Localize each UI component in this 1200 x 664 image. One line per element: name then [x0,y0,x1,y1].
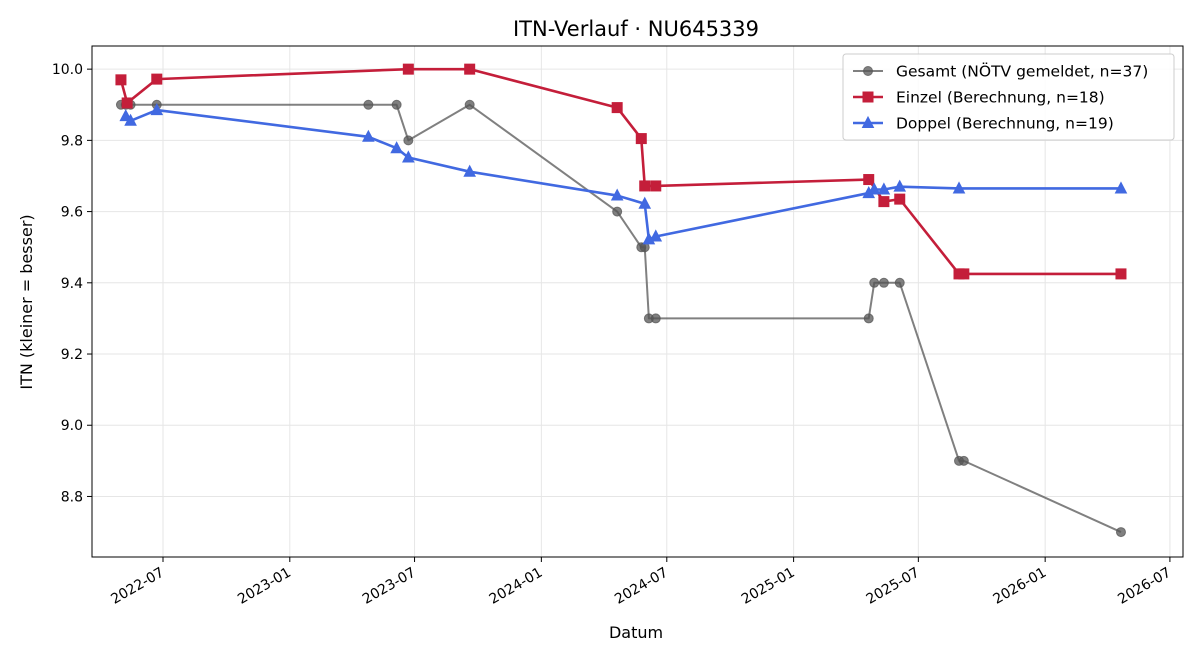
data-point [363,99,374,110]
data-point [611,102,623,114]
series-triangle [119,103,1128,245]
data-point [877,182,891,195]
data-point [124,113,137,126]
data-point [402,63,414,75]
x-tick-label: 2023-01 [235,565,294,608]
data-point [878,196,890,208]
data-point [1115,268,1127,280]
data-point [610,188,624,201]
data-point [150,103,164,116]
y-tick-label: 9.8 [61,133,83,149]
data-point [402,150,415,163]
chart-title: ITN-Verlauf · NU645339 [513,17,759,41]
x-tick-label: 2024-01 [487,565,546,608]
data-point [464,99,475,110]
data-point [635,133,647,145]
data-point [863,313,874,324]
data-point [650,313,661,324]
x-tick-label: 2026-01 [990,565,1049,608]
x-tick-label: 2022-07 [108,565,167,608]
data-point [649,229,663,242]
data-point [115,74,127,86]
y-tick-label: 9.0 [61,418,83,434]
series-circle [115,99,1126,538]
legend-label: Einzel (Berechnung, n=18) [896,89,1105,107]
data-point [403,135,414,146]
data-point [878,277,889,288]
data-point [463,164,477,177]
legend-marker [863,66,873,76]
grid [92,46,1183,557]
series-layer [115,63,1128,538]
legend-label: Doppel (Berechnung, n=19) [896,115,1114,133]
y-axis: 8.8 9.0 9.2 9.4 9.6 9.8 10.0 [52,62,92,505]
data-point [958,455,969,466]
x-tick-label: 2026-07 [1115,565,1174,608]
data-point [958,268,970,280]
data-point [863,174,875,186]
series-square [115,63,1127,280]
y-tick-label: 9.4 [61,276,83,292]
data-point [612,206,623,217]
y-tick-label: 9.2 [61,347,83,363]
data-point [639,180,651,192]
data-point [638,196,652,209]
data-point [151,73,163,85]
legend-marker [862,91,874,103]
data-point [894,193,906,205]
data-point [869,277,880,288]
data-point [464,63,476,75]
data-point [650,180,662,192]
legend-entry: Einzel (Berechnung, n=18) [853,89,1105,107]
legend-label: Gesamt (NÖTV gemeldet, n=37) [896,62,1148,81]
legend-entry: Gesamt (NÖTV gemeldet, n=37) [853,62,1148,81]
y-tick-label: 9.6 [61,205,83,221]
data-point [952,181,966,194]
legend-entry: Doppel (Berechnung, n=19) [853,115,1114,133]
data-point [391,99,402,110]
x-tick-label: 2024-07 [612,565,671,608]
y-tick-label: 10.0 [52,62,83,78]
legend-box [842,53,1175,141]
x-tick-label: 2023-07 [360,565,419,608]
x-tick-label: 2025-07 [864,565,923,608]
data-point [893,179,907,192]
y-tick-label: 8.8 [61,489,83,505]
legend-marker [861,115,875,128]
x-axis: 2022-07 2023-01 2023-07 2024-01 2024-07 2025-… [108,557,1174,608]
legend: Gesamt (NÖTV gemeldet, n=37) Einzel (Bere… [842,53,1175,141]
data-point [390,141,403,154]
data-point [1115,527,1126,538]
data-point [867,182,881,195]
x-axis-label: Datum [609,623,663,642]
y-axis-label: ITN (kleiner = besser) [17,214,36,389]
data-point [1114,181,1128,194]
x-tick-label: 2025-01 [739,565,798,608]
series-line [120,103,1122,533]
plot-frame [91,45,1184,558]
data-point [362,129,375,142]
data-point [121,97,133,109]
data-point [894,277,905,288]
